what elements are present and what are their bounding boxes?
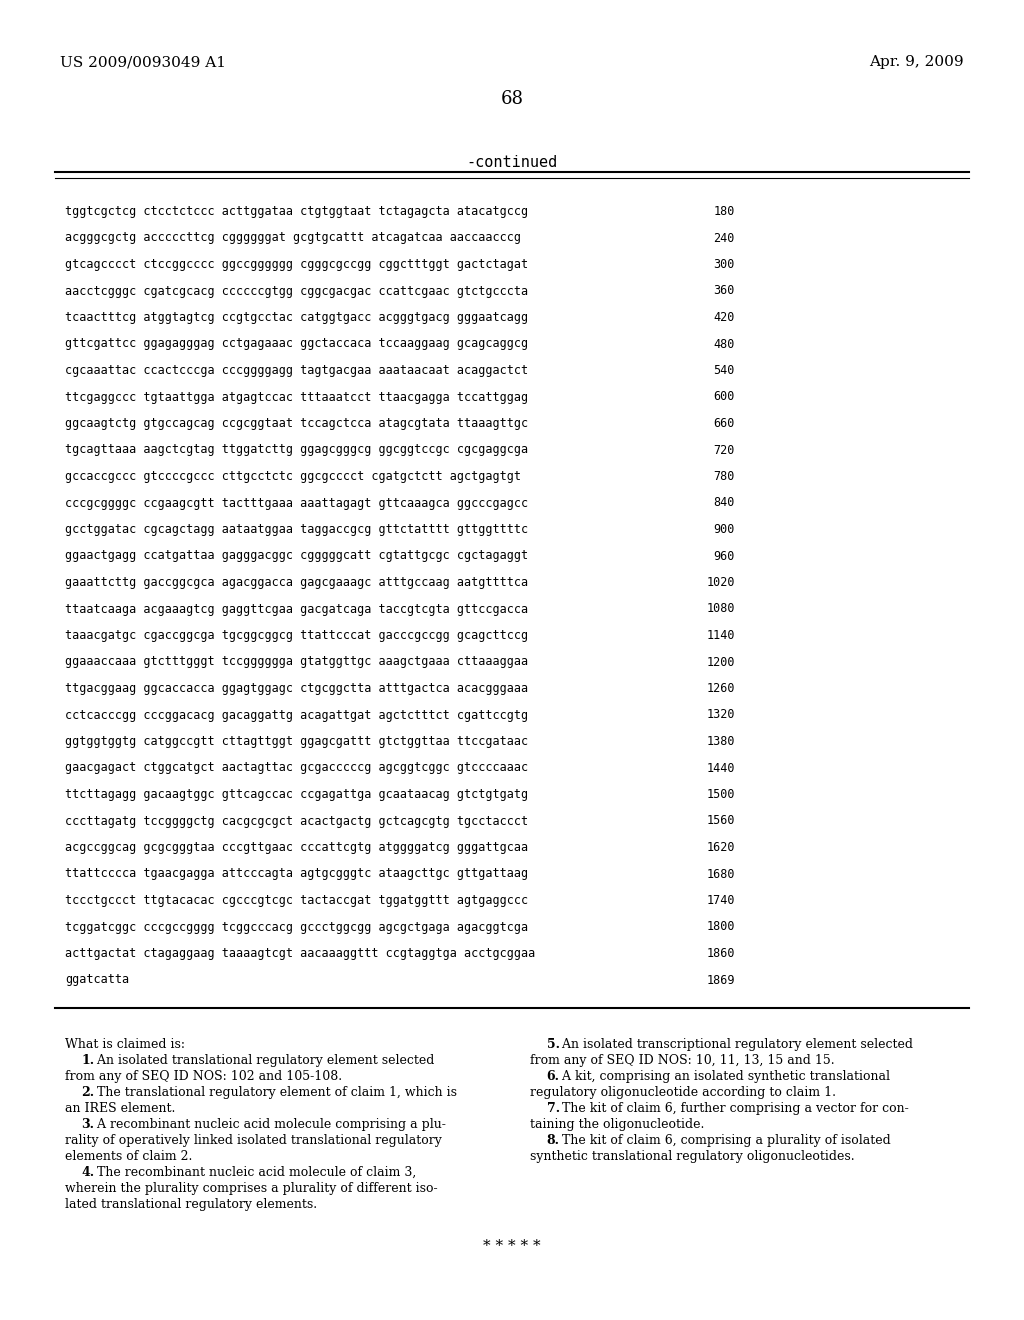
Text: 780: 780	[714, 470, 735, 483]
Text: 8.: 8.	[547, 1134, 559, 1147]
Text: gcctggatac cgcagctagg aataatggaa taggaccgcg gttctatttt gttggttttc: gcctggatac cgcagctagg aataatggaa taggacc…	[65, 523, 528, 536]
Text: ggaactgagg ccatgattaa gagggacggc cgggggcatt cgtattgcgc cgctagaggt: ggaactgagg ccatgattaa gagggacggc cgggggc…	[65, 549, 528, 562]
Text: ggtggtggtg catggccgtt cttagttggt ggagcgattt gtctggttaa ttccgataac: ggtggtggtg catggccgtt cttagttggt ggagcga…	[65, 735, 528, 748]
Text: acgggcgctg acccccttcg cggggggat gcgtgcattt atcagatcaa aaccaacccg: acgggcgctg acccccttcg cggggggat gcgtgcat…	[65, 231, 521, 244]
Text: tcggatcggc cccgccgggg tcggcccacg gccctggcgg agcgctgaga agacggtcga: tcggatcggc cccgccgggg tcggcccacg gccctgg…	[65, 920, 528, 933]
Text: 840: 840	[714, 496, 735, 510]
Text: from any of SEQ ID NOS: 10, 11, 13, 15 and 15.: from any of SEQ ID NOS: 10, 11, 13, 15 a…	[530, 1053, 835, 1067]
Text: 1869: 1869	[707, 974, 735, 986]
Text: acgccggcag gcgcgggtaa cccgttgaac cccattcgtg atggggatcg gggattgcaa: acgccggcag gcgcgggtaa cccgttgaac cccattc…	[65, 841, 528, 854]
Text: ttaatcaaga acgaaagtcg gaggttcgaa gacgatcaga taccgtcgta gttccgacca: ttaatcaaga acgaaagtcg gaggttcgaa gacgatc…	[65, 602, 528, 615]
Text: ggcaagtctg gtgccagcag ccgcggtaat tccagctcca atagcgtata ttaaagttgc: ggcaagtctg gtgccagcag ccgcggtaat tccagct…	[65, 417, 528, 430]
Text: taining the oligonucleotide.: taining the oligonucleotide.	[530, 1118, 705, 1131]
Text: 1800: 1800	[707, 920, 735, 933]
Text: 180: 180	[714, 205, 735, 218]
Text: wherein the plurality comprises a plurality of different iso-: wherein the plurality comprises a plural…	[65, 1181, 437, 1195]
Text: 1860: 1860	[707, 946, 735, 960]
Text: gaaattcttg gaccggcgca agacggacca gagcgaaagc atttgccaag aatgttttca: gaaattcttg gaccggcgca agacggacca gagcgaa…	[65, 576, 528, 589]
Text: The translational regulatory element of claim 1, which is: The translational regulatory element of …	[93, 1086, 457, 1100]
Text: tgcagttaaa aagctcgtag ttggatcttg ggagcgggcg ggcggtccgc cgcgaggcga: tgcagttaaa aagctcgtag ttggatcttg ggagcgg…	[65, 444, 528, 457]
Text: ttgacggaag ggcaccacca ggagtggagc ctgcggctta atttgactca acacgggaaa: ttgacggaag ggcaccacca ggagtggagc ctgcggc…	[65, 682, 528, 696]
Text: ttcttagagg gacaagtggc gttcagccac ccgagattga gcaataacag gtctgtgatg: ttcttagagg gacaagtggc gttcagccac ccgagat…	[65, 788, 528, 801]
Text: cccttagatg tccggggctg cacgcgcgct acactgactg gctcagcgtg tgcctaccct: cccttagatg tccggggctg cacgcgcgct acactga…	[65, 814, 528, 828]
Text: 1320: 1320	[707, 709, 735, 722]
Text: 1440: 1440	[707, 762, 735, 775]
Text: gaacgagact ctggcatgct aactagttac gcgacccccg agcggtcggc gtccccaaac: gaacgagact ctggcatgct aactagttac gcgaccc…	[65, 762, 528, 775]
Text: 960: 960	[714, 549, 735, 562]
Text: taaacgatgc cgaccggcga tgcggcggcg ttattcccat gacccgccgg gcagcttccg: taaacgatgc cgaccggcga tgcggcggcg ttattcc…	[65, 630, 528, 642]
Text: cgcaaattac ccactcccga cccggggagg tagtgacgaa aaataacaat acaggactct: cgcaaattac ccactcccga cccggggagg tagtgac…	[65, 364, 528, 378]
Text: regulatory oligonucleotide according to claim 1.: regulatory oligonucleotide according to …	[530, 1086, 836, 1100]
Text: 1140: 1140	[707, 630, 735, 642]
Text: gccaccgccc gtccccgccc cttgcctctc ggcgcccct cgatgctctt agctgagtgt: gccaccgccc gtccccgccc cttgcctctc ggcgccc…	[65, 470, 521, 483]
Text: acttgactat ctagaggaag taaaagtcgt aacaaaggttt ccgtaggtga acctgcggaa: acttgactat ctagaggaag taaaagtcgt aacaaag…	[65, 946, 536, 960]
Text: 240: 240	[714, 231, 735, 244]
Text: 1740: 1740	[707, 894, 735, 907]
Text: ggaaaccaaa gtctttgggt tccgggggga gtatggttgc aaagctgaaa cttaaaggaa: ggaaaccaaa gtctttgggt tccgggggga gtatggt…	[65, 656, 528, 668]
Text: gtcagcccct ctccggcccc ggccgggggg cgggcgccgg cggctttggt gactctagat: gtcagcccct ctccggcccc ggccgggggg cgggcgc…	[65, 257, 528, 271]
Text: 1080: 1080	[707, 602, 735, 615]
Text: The kit of claim 6, comprising a plurality of isolated: The kit of claim 6, comprising a plurali…	[558, 1134, 891, 1147]
Text: 1260: 1260	[707, 682, 735, 696]
Text: 4.: 4.	[82, 1166, 94, 1179]
Text: 660: 660	[714, 417, 735, 430]
Text: 900: 900	[714, 523, 735, 536]
Text: ggatcatta: ggatcatta	[65, 974, 129, 986]
Text: The recombinant nucleic acid molecule of claim 3,: The recombinant nucleic acid molecule of…	[93, 1166, 417, 1179]
Text: gttcgattcc ggagagggag cctgagaaac ggctaccaca tccaaggaag gcagcaggcg: gttcgattcc ggagagggag cctgagaaac ggctacc…	[65, 338, 528, 351]
Text: ttattcccca tgaacgagga attcccagta agtgcgggtc ataagcttgc gttgattaag: ttattcccca tgaacgagga attcccagta agtgcgg…	[65, 867, 528, 880]
Text: 68: 68	[501, 90, 523, 108]
Text: An isolated transcriptional regulatory element selected: An isolated transcriptional regulatory e…	[558, 1038, 913, 1051]
Text: cctcacccgg cccggacacg gacaggattg acagattgat agctctttct cgattccgtg: cctcacccgg cccggacacg gacaggattg acagatt…	[65, 709, 528, 722]
Text: A recombinant nucleic acid molecule comprising a plu-: A recombinant nucleic acid molecule comp…	[93, 1118, 446, 1131]
Text: tcaactttcg atggtagtcg ccgtgcctac catggtgacc acgggtgacg gggaatcagg: tcaactttcg atggtagtcg ccgtgcctac catggtg…	[65, 312, 528, 323]
Text: 1560: 1560	[707, 814, 735, 828]
Text: tccctgccct ttgtacacac cgcccgtcgc tactaccgat tggatggttt agtgaggccc: tccctgccct ttgtacacac cgcccgtcgc tactacc…	[65, 894, 528, 907]
Text: cccgcggggc ccgaagcgtt tactttgaaa aaattagagt gttcaaagca ggcccgagcc: cccgcggggc ccgaagcgtt tactttgaaa aaattag…	[65, 496, 528, 510]
Text: synthetic translational regulatory oligonucleotides.: synthetic translational regulatory oligo…	[530, 1150, 855, 1163]
Text: 6.: 6.	[547, 1071, 559, 1082]
Text: 1620: 1620	[707, 841, 735, 854]
Text: rality of operatively linked isolated translational regulatory: rality of operatively linked isolated tr…	[65, 1134, 442, 1147]
Text: from any of SEQ ID NOS: 102 and 105-108.: from any of SEQ ID NOS: 102 and 105-108.	[65, 1071, 342, 1082]
Text: -continued: -continued	[466, 154, 558, 170]
Text: A kit, comprising an isolated synthetic translational: A kit, comprising an isolated synthetic …	[558, 1071, 890, 1082]
Text: Apr. 9, 2009: Apr. 9, 2009	[869, 55, 964, 69]
Text: elements of claim 2.: elements of claim 2.	[65, 1150, 193, 1163]
Text: 1.: 1.	[82, 1053, 94, 1067]
Text: 1200: 1200	[707, 656, 735, 668]
Text: 1020: 1020	[707, 576, 735, 589]
Text: 360: 360	[714, 285, 735, 297]
Text: 1500: 1500	[707, 788, 735, 801]
Text: 5.: 5.	[547, 1038, 559, 1051]
Text: tggtcgctcg ctcctctccc acttggataa ctgtggtaat tctagagcta atacatgccg: tggtcgctcg ctcctctccc acttggataa ctgtggt…	[65, 205, 528, 218]
Text: * * * * *: * * * * *	[483, 1239, 541, 1253]
Text: lated translational regulatory elements.: lated translational regulatory elements.	[65, 1199, 317, 1210]
Text: 3.: 3.	[82, 1118, 94, 1131]
Text: an IRES element.: an IRES element.	[65, 1102, 175, 1115]
Text: 2.: 2.	[82, 1086, 94, 1100]
Text: aacctcgggc cgatcgcacg ccccccgtgg cggcgacgac ccattcgaac gtctgcccta: aacctcgggc cgatcgcacg ccccccgtgg cggcgac…	[65, 285, 528, 297]
Text: 720: 720	[714, 444, 735, 457]
Text: 540: 540	[714, 364, 735, 378]
Text: The kit of claim 6, further comprising a vector for con-: The kit of claim 6, further comprising a…	[558, 1102, 909, 1115]
Text: An isolated translational regulatory element selected: An isolated translational regulatory ele…	[93, 1053, 434, 1067]
Text: 1680: 1680	[707, 867, 735, 880]
Text: US 2009/0093049 A1: US 2009/0093049 A1	[60, 55, 226, 69]
Text: ttcgaggccc tgtaattgga atgagtccac tttaaatcct ttaacgagga tccattggag: ttcgaggccc tgtaattgga atgagtccac tttaaat…	[65, 391, 528, 404]
Text: 7.: 7.	[547, 1102, 560, 1115]
Text: 480: 480	[714, 338, 735, 351]
Text: 600: 600	[714, 391, 735, 404]
Text: What is claimed is:: What is claimed is:	[65, 1038, 185, 1051]
Text: 1380: 1380	[707, 735, 735, 748]
Text: 420: 420	[714, 312, 735, 323]
Text: 300: 300	[714, 257, 735, 271]
